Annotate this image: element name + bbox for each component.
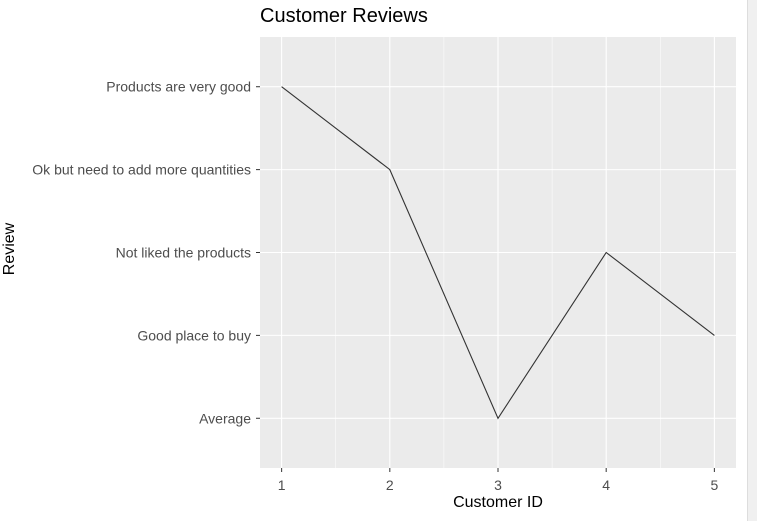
x-tick-label: 3 [494,477,502,493]
y-tick-label: Average [199,410,251,426]
x-tick-label: 4 [602,477,610,493]
y-tick-label: Ok but need to add more quantities [32,162,251,178]
y-tick-label: Products are very good [106,79,251,95]
review-line-series [281,86,715,420]
x-tick-label: 5 [710,477,718,493]
x-tick-label: 2 [386,477,394,493]
chart-title: Customer Reviews [260,5,428,27]
x-tick-label: 1 [278,477,286,493]
x-axis-label: Customer ID [453,494,543,511]
window-edge [747,0,757,521]
y-tick-label: Not liked the products [116,245,251,261]
y-tick-label: Good place to buy [137,327,251,343]
